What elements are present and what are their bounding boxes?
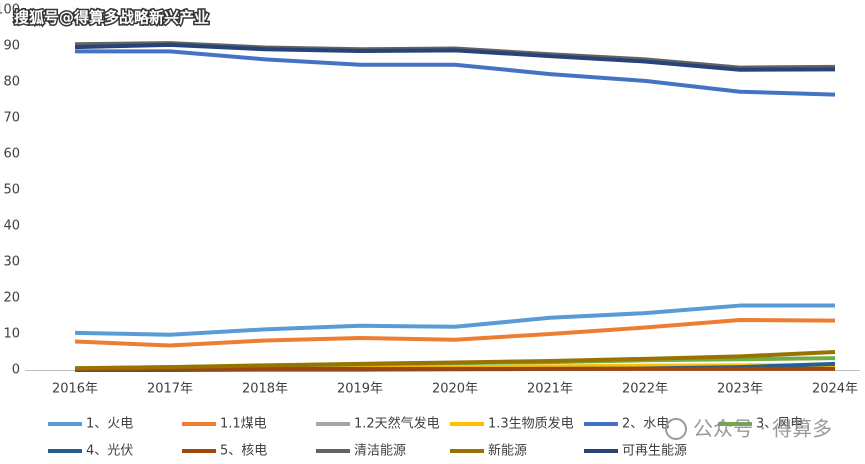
watermark: 公众号 · 得算多 [693, 417, 832, 441]
y-tick-label: 60 [3, 147, 20, 162]
legend-label: 3、风电 [756, 417, 803, 432]
x-tick-label: 2017年 [147, 382, 193, 397]
y-tick-label: 10 [3, 327, 20, 342]
legend-label: 新能源 [488, 443, 527, 459]
legend-label: 2、水电 [622, 417, 669, 432]
x-tick-label: 2016年 [52, 382, 98, 397]
y-tick-label: 40 [3, 219, 20, 234]
x-tick-label: 2019年 [337, 382, 383, 397]
legend-label: 1.3生物质发电 [488, 416, 574, 432]
series-line [74, 350, 836, 371]
watermark-icon [665, 418, 687, 440]
y-tick-label: 100 [0, 3, 20, 18]
y-tick-label: 80 [3, 75, 20, 90]
x-tick-label: 2018年 [242, 382, 288, 397]
y-tick-label: 70 [3, 111, 20, 126]
watermark: 搜狐号@得算多战略新兴产业 [14, 9, 209, 27]
legend-label: 1、火电 [86, 417, 133, 432]
x-tick-label: 2023年 [717, 382, 763, 397]
y-tick-label: 50 [3, 183, 20, 198]
legend: 1、火电 1.1煤电 1.2天然气发电 1.3生物质发电 2、水电 3、风电 4、光伏 5、核… [48, 416, 803, 459]
x-tick-label: 2020年 [432, 382, 478, 397]
legend-label: 清洁能源 [354, 444, 406, 459]
legend-label: 1.2天然气发电 [354, 416, 440, 432]
x-tick-label: 2024年 [812, 382, 858, 397]
x-tick-label: 2022年 [622, 382, 668, 397]
legend-label: 5、核电 [220, 444, 267, 459]
plot [74, 41, 836, 372]
y-tick-label: 20 [3, 291, 20, 306]
x-tick-label: 2021年 [527, 382, 573, 397]
series-line [75, 49, 836, 97]
legend-label: 可再生能源 [622, 444, 687, 459]
series-line [74, 303, 835, 337]
series-line [74, 42, 836, 72]
y-tick-label: 0 [12, 363, 20, 378]
y-tick-label: 90 [3, 39, 20, 54]
legend-label: 1.1煤电 [220, 417, 267, 432]
legend-label: 4、光伏 [86, 444, 133, 459]
y-tick-label: 30 [3, 255, 20, 270]
series-line [74, 317, 836, 348]
